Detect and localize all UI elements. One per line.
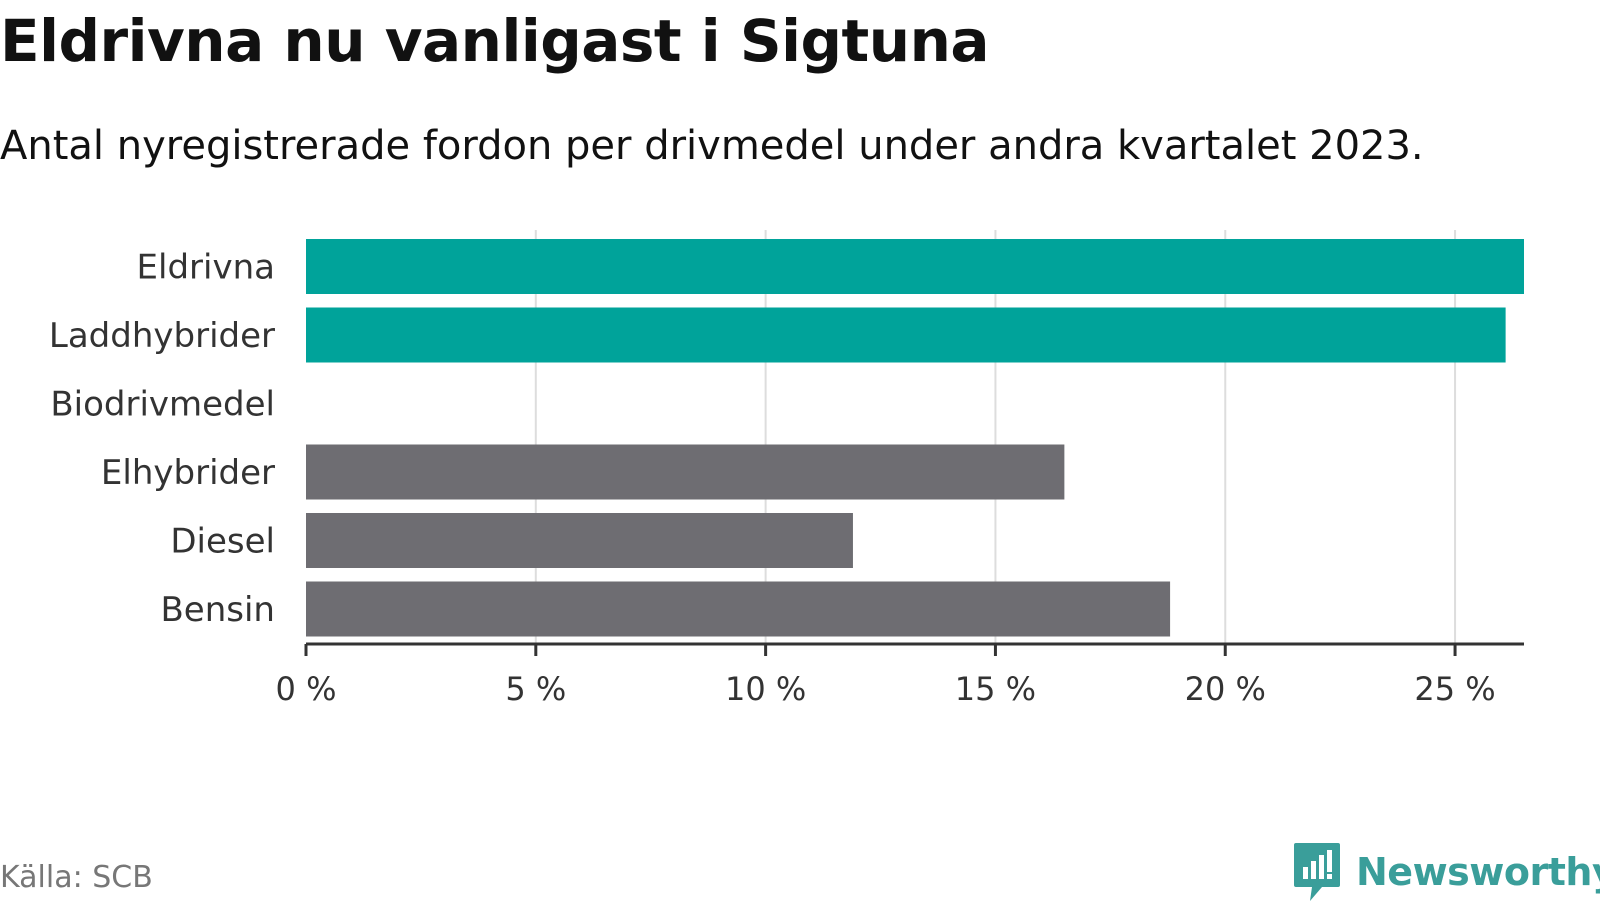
bar-laddhybrider: [306, 307, 1506, 363]
bar-elhybrider: [306, 444, 1065, 500]
x-tick-label-15: 15 %: [955, 670, 1036, 708]
x-tick-label-5: 5 %: [505, 670, 566, 708]
bars: [306, 239, 1524, 637]
category-label-bensin: Bensin: [160, 590, 275, 630]
bar-chart: Eldrivna Laddhybrider Biodrivmedel Elhybrid…: [49, 230, 1524, 708]
source-note: Källa: SCB: [0, 860, 153, 895]
x-tick-label-10: 10 %: [725, 670, 806, 708]
category-label-biodrivmedel: Biodrivmedel: [50, 385, 275, 425]
category-label-elhybrider: Elhybrider: [101, 453, 275, 493]
brand-name: Newsworthy: [1356, 850, 1600, 894]
chart-speech-bubble-icon: [1294, 843, 1340, 901]
bar-bensin: [306, 581, 1171, 637]
x-tick-label-20: 20 %: [1185, 670, 1266, 708]
x-tick-label-0: 0 %: [276, 670, 337, 708]
newsworthy-logo: Newsworthy: [1292, 840, 1600, 904]
gridlines: [534, 230, 1457, 644]
category-labels: Eldrivna Laddhybrider Biodrivmedel Elhybrid…: [49, 248, 275, 631]
category-label-eldrivna: Eldrivna: [137, 248, 275, 288]
bar-diesel: [306, 513, 853, 568]
category-label-diesel: Diesel: [170, 522, 275, 562]
chart-subtitle: Antal nyregistrerade fordon per drivmede…: [0, 123, 1424, 169]
category-label-laddhybrider: Laddhybrider: [49, 316, 275, 356]
bar-eldrivna: [306, 239, 1524, 294]
x-tick-label-25: 25 %: [1414, 670, 1495, 708]
x-axis: 0 % 5 % 10 % 15 % 20 % 25 %: [276, 642, 1524, 708]
chart-title: Eldrivna nu vanligast i Sigtuna: [0, 7, 990, 75]
